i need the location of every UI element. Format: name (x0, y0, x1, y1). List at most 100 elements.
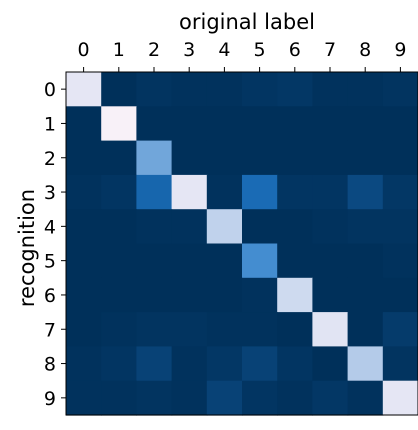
heatmap-cell-r1-c8 (347, 106, 384, 142)
heatmap-cell-r7-c5 (242, 312, 278, 347)
y-tick-label-1: 1 (44, 113, 56, 135)
heatmap-cell-r0-c6 (277, 72, 313, 107)
heatmap-cell-r7-c9 (382, 312, 418, 347)
x-tick-label-7: 7 (324, 39, 336, 61)
y-tick-label-4: 4 (44, 216, 56, 238)
heatmap-cell-r0-c4 (206, 72, 243, 107)
x-tick-label-8: 8 (359, 39, 371, 61)
y-tick-labels: 0 1 2 3 4 5 6 7 8 9 (44, 79, 56, 410)
heatmap-cell-r9-c9 (382, 380, 418, 416)
x-tick-label-3: 3 (183, 39, 195, 61)
x-axis-label: original label (179, 10, 315, 34)
heatmap-cell-r3-c7 (312, 174, 349, 210)
heatmap-cell-r9-c3 (171, 380, 208, 416)
heatmap-cell-r5-c4 (206, 243, 243, 279)
heatmap-cell-r3-c6 (277, 174, 313, 210)
y-tick-label-7: 7 (44, 319, 56, 341)
heatmap-cell-r1-c0 (66, 106, 102, 142)
heatmap-cells (66, 72, 418, 416)
heatmap-cell-r1-c7 (312, 106, 349, 142)
heatmap-cell-r2-c7 (312, 140, 349, 176)
heatmap-cell-r6-c7 (312, 277, 349, 313)
heatmap-cell-r1-c4 (206, 106, 243, 142)
heatmap-cell-r3-c2 (136, 174, 173, 210)
y-tick-label-5: 5 (44, 251, 56, 273)
heatmap-cell-r3-c5 (242, 174, 278, 210)
heatmap-cell-r4-c2 (136, 209, 173, 245)
heatmap-cell-r1-c2 (136, 106, 173, 142)
heatmap-cell-r4-c0 (66, 209, 102, 245)
heatmap-cell-r4-c5 (242, 209, 278, 245)
heatmap-cell-r4-c7 (312, 209, 349, 245)
heatmap-cell-r7-c8 (347, 312, 384, 347)
x-tick-label-6: 6 (289, 39, 301, 61)
heatmap-cell-r4-c9 (382, 209, 418, 245)
heatmap-cell-r9-c2 (136, 380, 173, 416)
heatmap-cell-r5-c7 (312, 243, 349, 279)
heatmap-cell-r9-c4 (206, 380, 243, 416)
heatmap-cell-r8-c8 (347, 346, 384, 382)
heatmap-cell-r5-c1 (101, 243, 137, 279)
heatmap-cell-r5-c6 (277, 243, 313, 279)
heatmap-cell-r6-c1 (101, 277, 137, 313)
heatmap-cell-r4-c3 (171, 209, 208, 245)
heatmap-cell-r9-c1 (101, 380, 137, 416)
heatmap-cell-r8-c9 (382, 346, 418, 382)
heatmap-cell-r0-c0 (66, 72, 102, 107)
heatmap-cell-r5-c3 (171, 243, 208, 279)
heatmap-cell-r1-c3 (171, 106, 208, 142)
heatmap-cell-r9-c6 (277, 380, 313, 416)
heatmap-cell-r0-c3 (171, 72, 208, 107)
plot-frame (65, 71, 418, 416)
heatmap-cell-r5-c2 (136, 243, 173, 279)
heatmap-cell-r7-c6 (277, 312, 313, 347)
heatmap-cell-r7-c1 (101, 312, 137, 347)
y-tick-label-2: 2 (44, 148, 56, 170)
heatmap-cell-r6-c0 (66, 277, 102, 313)
y-tick-label-0: 0 (44, 79, 56, 101)
heatmap-cell-r4-c8 (347, 209, 384, 245)
heatmap-cell-r2-c8 (347, 140, 384, 176)
x-tick-label-2: 2 (148, 39, 160, 61)
heatmap-cell-r3-c1 (101, 174, 137, 210)
heatmap-cell-r0-c2 (136, 72, 173, 107)
heatmap-cell-r5-c5 (242, 243, 278, 279)
heatmap-cell-r7-c3 (171, 312, 208, 347)
heatmap-cell-r1-c9 (382, 106, 418, 142)
heatmap-cell-r1-c6 (277, 106, 313, 142)
heatmap-cell-r3-c4 (206, 174, 243, 210)
heatmap-cell-r3-c8 (347, 174, 384, 210)
heatmap-cell-r7-c4 (206, 312, 243, 347)
heatmap-cell-r0-c9 (382, 72, 418, 107)
heatmap-cell-r9-c7 (312, 380, 349, 416)
x-tick-label-1: 1 (113, 39, 125, 61)
heatmap-cell-r3-c9 (382, 174, 418, 210)
heatmap-cell-r8-c6 (277, 346, 313, 382)
y-tick-label-8: 8 (44, 354, 56, 376)
heatmap-cell-r8-c0 (66, 346, 102, 382)
heatmap-cell-r2-c0 (66, 140, 102, 176)
x-tick-labels: 0 1 2 3 4 5 6 7 8 9 (78, 39, 407, 61)
heatmap-cell-r2-c6 (277, 140, 313, 176)
heatmap-cell-r1-c5 (242, 106, 278, 142)
heatmap-cell-r5-c8 (347, 243, 384, 279)
heatmap-cell-r7-c2 (136, 312, 173, 347)
heatmap-cell-r9-c8 (347, 380, 384, 416)
heatmap-cell-r4-c6 (277, 209, 313, 245)
heatmap-cell-r4-c4 (206, 209, 243, 245)
heatmap-cell-r9-c0 (66, 380, 102, 416)
x-tick-label-4: 4 (218, 39, 230, 61)
y-tick-label-9: 9 (44, 388, 56, 410)
heatmap-cell-r8-c3 (171, 346, 208, 382)
heatmap-cell-r2-c1 (101, 140, 137, 176)
heatmap-cell-r0-c8 (347, 72, 384, 107)
tick-marks (61, 67, 401, 399)
x-tick-label-5: 5 (254, 39, 266, 61)
heatmap-cell-r7-c0 (66, 312, 102, 347)
heatmap-cell-r6-c9 (382, 277, 418, 313)
heatmap-cell-r8-c5 (242, 346, 278, 382)
heatmap-cell-r3-c0 (66, 174, 102, 210)
heatmap-cell-r2-c2 (136, 140, 173, 176)
heatmap-cell-r6-c4 (206, 277, 243, 313)
